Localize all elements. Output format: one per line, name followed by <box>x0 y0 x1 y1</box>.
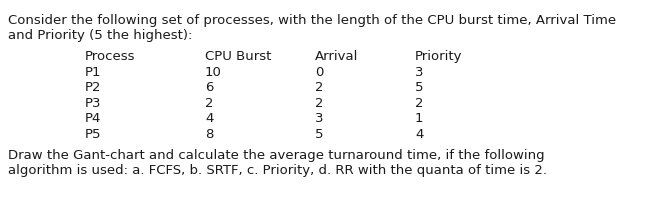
Text: 3: 3 <box>315 112 323 125</box>
Text: CPU Burst: CPU Burst <box>205 50 272 63</box>
Text: 10: 10 <box>205 66 222 79</box>
Text: Draw the Gant-chart and calculate the average turnaround time, if the following: Draw the Gant-chart and calculate the av… <box>8 148 544 161</box>
Text: P3: P3 <box>85 96 102 109</box>
Text: and Priority (5 the highest):: and Priority (5 the highest): <box>8 29 192 42</box>
Text: Consider the following set of processes, with the length of the CPU burst time, : Consider the following set of processes,… <box>8 14 616 27</box>
Text: 3: 3 <box>415 66 424 79</box>
Text: 2: 2 <box>315 81 323 94</box>
Text: 5: 5 <box>315 127 323 140</box>
Text: 2: 2 <box>315 96 323 109</box>
Text: 1: 1 <box>415 112 424 125</box>
Text: 5: 5 <box>415 81 424 94</box>
Text: P2: P2 <box>85 81 102 94</box>
Text: 2: 2 <box>205 96 213 109</box>
Text: 2: 2 <box>415 96 424 109</box>
Text: Process: Process <box>85 50 135 63</box>
Text: Arrival: Arrival <box>315 50 358 63</box>
Text: 8: 8 <box>205 127 213 140</box>
Text: 0: 0 <box>315 66 323 79</box>
Text: algorithm is used: a. FCFS, b. SRTF, c. Priority, d. RR with the quanta of time : algorithm is used: a. FCFS, b. SRTF, c. … <box>8 164 547 176</box>
Text: P1: P1 <box>85 66 102 79</box>
Text: 6: 6 <box>205 81 213 94</box>
Text: 4: 4 <box>205 112 213 125</box>
Text: P5: P5 <box>85 127 102 140</box>
Text: Priority: Priority <box>415 50 463 63</box>
Text: 4: 4 <box>415 127 423 140</box>
Text: P4: P4 <box>85 112 101 125</box>
